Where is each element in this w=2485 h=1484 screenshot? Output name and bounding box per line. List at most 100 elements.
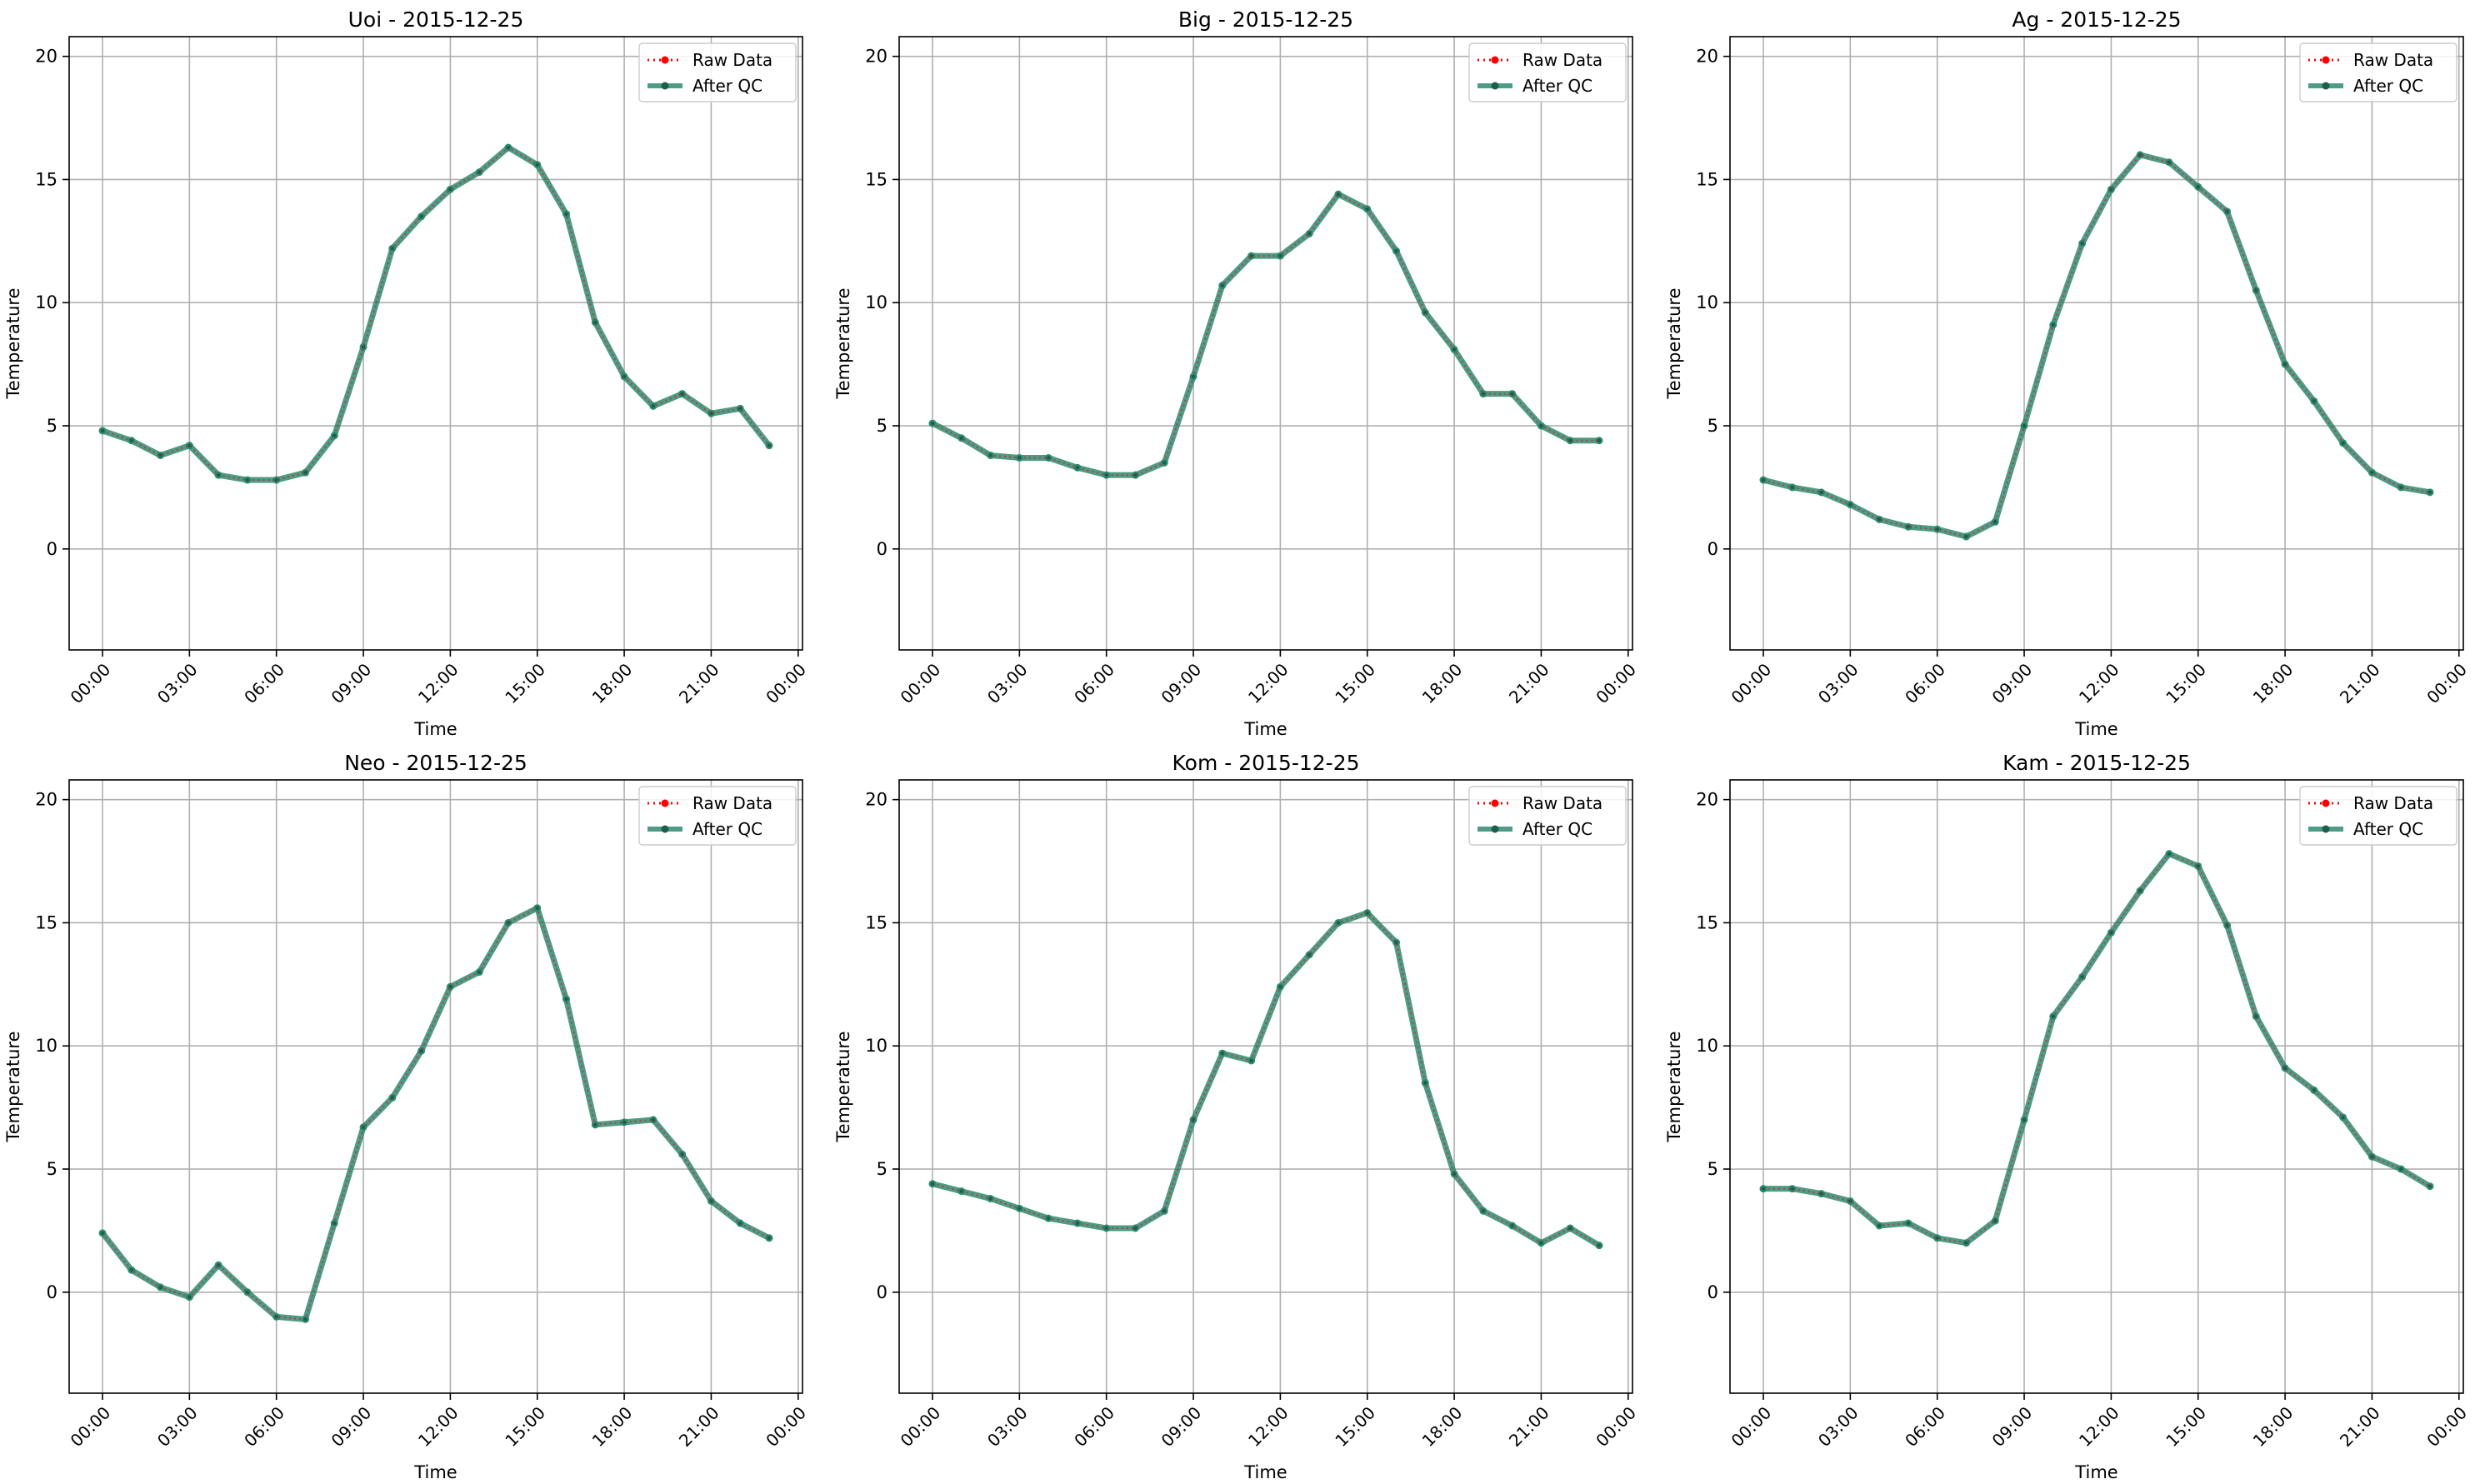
y-axis-label: Temperature bbox=[833, 1031, 853, 1142]
x-tick-label: 06:00 bbox=[1901, 659, 1949, 707]
series-raw-point bbox=[988, 453, 992, 457]
series-raw-point bbox=[2080, 242, 2084, 246]
x-tick-label: 00:00 bbox=[1728, 1402, 1776, 1451]
y-tick-label: 15 bbox=[865, 912, 888, 932]
series-raw-point bbox=[2138, 888, 2142, 893]
series-raw-point bbox=[303, 470, 308, 475]
y-tick-label: 20 bbox=[865, 790, 888, 810]
x-tick-label: 21:00 bbox=[2336, 1402, 2384, 1451]
y-tick-label: 15 bbox=[1696, 169, 1718, 189]
series-raw-point bbox=[1307, 232, 1312, 236]
series-raw-point bbox=[2399, 485, 2403, 490]
y-tick-label: 5 bbox=[47, 416, 58, 436]
x-tick-label: 09:00 bbox=[1158, 659, 1206, 707]
legend-raw-marker bbox=[661, 56, 669, 64]
series-raw-point bbox=[216, 472, 221, 477]
series-raw-point bbox=[1336, 921, 1341, 925]
series-raw-point bbox=[2254, 1014, 2258, 1018]
x-tick-label: 15:00 bbox=[1331, 1402, 1379, 1451]
series-raw-point bbox=[2196, 864, 2200, 868]
y-tick-label: 0 bbox=[47, 1282, 58, 1302]
y-tick-label: 20 bbox=[865, 47, 888, 67]
series-raw-point bbox=[1906, 1221, 1911, 1226]
series-raw-point bbox=[2428, 490, 2432, 495]
series-raw-point bbox=[1278, 985, 1282, 989]
y-tick-label: 5 bbox=[877, 1159, 888, 1179]
series-raw-point bbox=[651, 1117, 656, 1122]
x-tick-label: 15:00 bbox=[2162, 659, 2210, 707]
series-raw-point bbox=[2022, 1117, 2027, 1122]
series-raw-point bbox=[1964, 534, 1968, 539]
chart-title: Big - 2015-12-25 bbox=[1178, 7, 1353, 32]
x-tick-label: 00:00 bbox=[67, 1402, 115, 1451]
x-tick-label: 12:00 bbox=[1244, 1402, 1292, 1451]
series-raw-point bbox=[622, 374, 627, 379]
series-raw-point bbox=[988, 1197, 992, 1201]
series-raw-point bbox=[1597, 1243, 1602, 1247]
series-raw-point bbox=[680, 1152, 684, 1157]
series-raw-point bbox=[1935, 1236, 1939, 1240]
series-raw-point bbox=[651, 404, 656, 408]
y-tick-label: 10 bbox=[865, 1036, 888, 1056]
series-raw-point bbox=[1848, 502, 1852, 507]
series-raw-point bbox=[419, 1048, 423, 1053]
x-tick-label: 12:00 bbox=[2075, 659, 2123, 707]
series-raw-point bbox=[2022, 423, 2027, 428]
x-tick-label: 21:00 bbox=[675, 1402, 723, 1451]
x-tick-label: 18:00 bbox=[588, 1402, 637, 1451]
series-raw-point bbox=[2109, 931, 2113, 935]
y-axis-label: Temperature bbox=[833, 287, 853, 399]
series-raw-point bbox=[158, 453, 162, 457]
x-tick-label: 18:00 bbox=[2249, 1402, 2298, 1451]
series-raw-point bbox=[2167, 160, 2172, 164]
series-raw-point bbox=[1075, 1221, 1080, 1226]
series-raw-point bbox=[1365, 207, 1369, 212]
series-raw-point bbox=[1133, 472, 1138, 477]
series-raw-point bbox=[593, 1122, 598, 1127]
series-raw-point bbox=[390, 247, 395, 251]
y-axis-label: Temperature bbox=[1664, 287, 1684, 399]
y-tick-label: 15 bbox=[1696, 912, 1718, 932]
subplot-3: 00:00 03:00 06:00 09:00 12:00 15:00 18:00 21:00… bbox=[1664, 7, 2471, 739]
x-tick-label: 06:00 bbox=[1901, 1402, 1949, 1451]
series-raw-line bbox=[932, 192, 1599, 477]
y-tick-label: 0 bbox=[1708, 1282, 1718, 1302]
axes-frame bbox=[1729, 779, 2464, 1394]
series-raw-point bbox=[2370, 1155, 2374, 1159]
legend-qc-marker bbox=[661, 82, 669, 90]
series-raw-point bbox=[1104, 472, 1108, 477]
series-after-qc-line bbox=[1763, 851, 2432, 1247]
series-raw-line bbox=[102, 907, 770, 1321]
series-raw-point bbox=[1394, 248, 1398, 253]
series-raw-point bbox=[1307, 952, 1312, 957]
x-tick-label: 00:00 bbox=[1592, 659, 1640, 707]
series-raw-point bbox=[158, 1285, 162, 1290]
series-raw-point bbox=[930, 421, 935, 426]
y-tick-label: 0 bbox=[47, 539, 58, 559]
series-raw-point bbox=[2225, 209, 2229, 214]
series-raw-point bbox=[245, 1290, 250, 1295]
y-tick-label: 15 bbox=[35, 169, 58, 189]
y-tick-label: 20 bbox=[35, 790, 58, 810]
series-raw-point bbox=[1365, 911, 1369, 915]
series-raw-point bbox=[1935, 527, 1939, 532]
y-tick-label: 15 bbox=[35, 912, 58, 932]
series-raw-point bbox=[1539, 1241, 1543, 1245]
x-axis-label: Time bbox=[1243, 719, 1287, 739]
series-raw-point bbox=[2051, 322, 2056, 327]
y-tick-label: 20 bbox=[35, 47, 58, 67]
series-raw-point bbox=[2399, 1167, 2403, 1172]
chart-title: Kom - 2015-12-25 bbox=[1172, 751, 1360, 775]
series-raw-point bbox=[767, 443, 772, 447]
y-tick-label: 10 bbox=[35, 292, 58, 312]
series-raw-point bbox=[448, 985, 452, 989]
chart-title: Uoi - 2015-12-25 bbox=[348, 7, 524, 32]
series-raw-point bbox=[1877, 517, 1882, 522]
y-tick-label: 10 bbox=[35, 1036, 58, 1056]
series-raw-point bbox=[1481, 392, 1486, 396]
series-raw-point bbox=[477, 970, 482, 974]
series-raw-point bbox=[2282, 1066, 2288, 1071]
x-tick-label: 03:00 bbox=[983, 1402, 1032, 1451]
series-raw-point bbox=[332, 433, 337, 438]
